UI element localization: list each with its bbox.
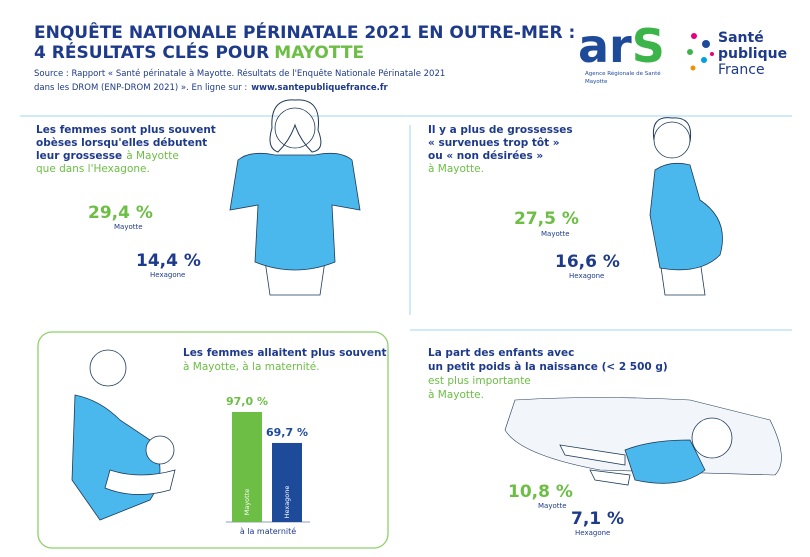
title-highlight: MAYOTTE (274, 43, 364, 63)
panel-text: à Mayotte, à la maternité. (183, 361, 320, 373)
source-text: dans les DROM (ENP-DROM 2021) ». En lign… (34, 83, 247, 93)
spf-text: publique (718, 46, 787, 62)
stat-value: 16,6 % (555, 252, 620, 272)
panel-text: que dans l'Hexagone. (36, 163, 150, 175)
value-label: 97,0 % (226, 395, 268, 408)
stat-label: Hexagone (150, 271, 185, 279)
panel-text: est plus importante (428, 375, 531, 387)
panel-text: obèses lorsqu'elles débutent (36, 137, 207, 149)
panel-text: ou « non désirées » (428, 150, 543, 162)
spf-text: Santé (718, 30, 764, 46)
title: ENQUÊTE NATIONALE PÉRINATALE 2021 EN OUT… (34, 21, 575, 43)
spf-logo: Santé publique France (687, 30, 787, 78)
stat-label: Mayotte (541, 230, 570, 238)
panel-text: à Mayotte. (428, 163, 484, 175)
category-label: Hexagone (283, 486, 291, 519)
illustration-baby (505, 398, 781, 486)
ars-place: Mayotte (585, 79, 608, 85)
ars-logo: arS Agence Régionale de Santé Mayotte (578, 19, 665, 85)
illustration-pregnant (650, 118, 723, 295)
stat-value: 29,4 % (88, 203, 153, 223)
panel-text: Il y a plus de grossesses (428, 124, 573, 136)
infographic: ENQUÊTE NATIONALE PÉRINATALE 2021 EN OUT… (0, 0, 810, 557)
panel-text: Les femmes allaitent plus souvent (183, 347, 386, 359)
title-text: 4 RÉSULTATS CLÉS POUR (34, 41, 269, 63)
source-link: www.santepubliquefrance.fr (251, 83, 388, 93)
stat-value: 27,5 % (514, 209, 579, 229)
stat-value: 10,8 % (508, 482, 573, 502)
ars-s: S (632, 19, 665, 73)
panel-text: un petit poids à la naissance (< 2 500 g… (428, 361, 668, 373)
ars-letters: arS (578, 19, 665, 73)
ars-ar: ar (578, 19, 632, 73)
x-label: à la maternité (240, 526, 296, 536)
panel-text: leur grossesse à Mayotte (36, 150, 179, 162)
illustration-breastfeeding (72, 350, 175, 520)
panel-text: Les femmes sont plus souvent (36, 124, 216, 136)
stat-label: Hexagone (575, 529, 610, 537)
source: dans les DROM (ENP-DROM 2021) ». En lign… (34, 83, 389, 93)
spf-text: France (718, 62, 765, 78)
source: Source : Rapport « Santé périnatale à Ma… (34, 68, 445, 79)
category-label: Mayotte (243, 489, 251, 516)
stat-label: Hexagone (569, 272, 604, 280)
value-label: 69,7 % (266, 426, 308, 439)
panel-text: La part des enfants avec (428, 347, 574, 359)
ars-sub: Agence Régionale de Santé (585, 70, 661, 77)
stat-label: Mayotte (114, 223, 143, 231)
panel-text: à Mayotte. (428, 389, 484, 401)
panel-bold: leur grossesse (36, 150, 122, 162)
illustration-woman (230, 100, 360, 295)
panel-green: à Mayotte (126, 150, 179, 162)
panel-text: « survenues trop tôt » (428, 137, 560, 149)
stat-value: 14,4 % (136, 251, 201, 271)
stat-label: Mayotte (538, 502, 567, 510)
stat-value: 7,1 % (571, 509, 624, 529)
